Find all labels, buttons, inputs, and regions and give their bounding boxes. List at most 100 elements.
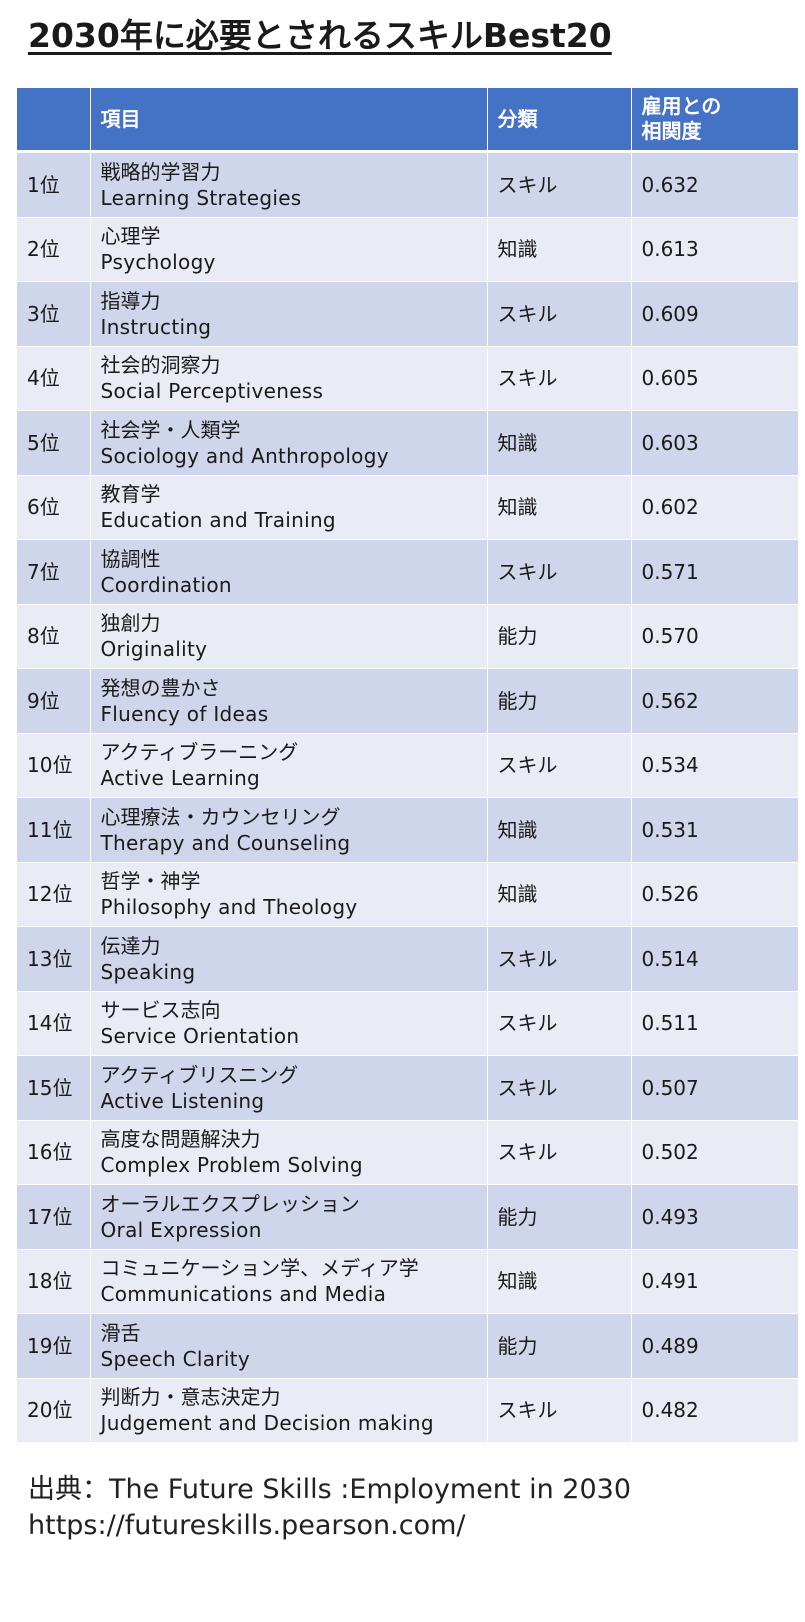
category-cell: スキル <box>487 281 632 347</box>
correlation-cell: 0.562 <box>631 668 798 734</box>
rank-cell: 19位 <box>17 1313 91 1379</box>
item-name-en: Philosophy and Theology <box>100 895 358 920</box>
correlation-cell: 0.534 <box>631 733 798 798</box>
category-cell: スキル <box>487 1378 632 1443</box>
category-cell: 知識 <box>487 217 632 282</box>
item-name-en: Communications and Media <box>100 1282 387 1307</box>
table-row: 1位 戦略的学習力 Learning Strategies スキル 0.632 <box>17 151 798 218</box>
category-cell: スキル <box>487 991 632 1056</box>
correlation-cell: 0.502 <box>631 1120 798 1185</box>
item-cell: 戦略的学習力 Learning Strategies <box>90 151 488 218</box>
rank-cell: 8位 <box>17 604 91 669</box>
correlation-cell: 0.570 <box>631 604 798 669</box>
table-row: 6位 教育学 Education and Training 知識 0.602 <box>17 475 798 540</box>
table-body: 1位 戦略的学習力 Learning Strategies スキル 0.632 2位 心理学… <box>17 151 798 1443</box>
table-row: 18位 コミュニケーション学、メディア学 Communications and Me… <box>17 1249 798 1314</box>
correlation-cell: 0.482 <box>631 1378 798 1443</box>
item-name-en: Therapy and Counseling <box>100 830 351 855</box>
rank-cell: 12位 <box>17 862 91 927</box>
item-name-ja: 指導力 <box>100 288 161 313</box>
rank-cell: 15位 <box>17 1055 91 1121</box>
rank-cell: 14位 <box>17 991 91 1056</box>
category-cell: 能力 <box>487 1184 632 1250</box>
correlation-cell: 0.603 <box>631 410 798 476</box>
item-name-ja: コミュニケーション学、メディア学 <box>100 1256 419 1281</box>
source-citation: 出典：The Future Skills :Employment in 2030… <box>28 1472 631 1544</box>
category-cell: スキル <box>487 733 632 798</box>
item-name-ja: 戦略的学習力 <box>100 159 221 184</box>
item-name-ja: 独創力 <box>100 611 161 636</box>
source-url: https://futureskills.pearson.com/ <box>28 1510 466 1541</box>
table-row: 4位 社会的洞察力 Social Perceptiveness スキル 0.605 <box>17 346 798 411</box>
item-cell: 判断力・意志決定力 Judgement and Decision making <box>90 1378 488 1443</box>
header-category: 分類 <box>487 88 632 153</box>
item-name-ja: 判断力・意志決定力 <box>100 1385 281 1410</box>
table-row: 11位 心理療法・カウンセリング Therapy and Counseling 知識 0… <box>17 797 798 863</box>
table-row: 12位 哲学・神学 Philosophy and Theology 知識 0.526 <box>17 862 798 927</box>
item-name-ja: 社会的洞察力 <box>100 353 221 378</box>
rank-cell: 1位 <box>17 151 91 218</box>
item-name-en: Complex Problem Solving <box>100 1153 363 1178</box>
correlation-cell: 0.613 <box>631 217 798 282</box>
item-cell: コミュニケーション学、メディア学 Communications and Media <box>90 1249 488 1314</box>
correlation-cell: 0.493 <box>631 1184 798 1250</box>
item-name-en: Social Perceptiveness <box>100 379 324 404</box>
item-cell: オーラルエクスプレッション Oral Expression <box>90 1184 488 1250</box>
rank-cell: 5位 <box>17 410 91 476</box>
correlation-cell: 0.602 <box>631 475 798 540</box>
category-cell: 能力 <box>487 604 632 669</box>
table-row: 14位 サービス志向 Service Orientation スキル 0.511 <box>17 991 798 1056</box>
rank-cell: 13位 <box>17 926 91 992</box>
table-row: 13位 伝達力 Speaking スキル 0.514 <box>17 926 798 992</box>
table-row: 10位 アクティブラーニング Active Learning スキル 0.534 <box>17 733 798 798</box>
item-cell: 伝達力 Speaking <box>90 926 488 992</box>
item-name-en: Psychology <box>100 250 216 275</box>
item-cell: 心理学 Psychology <box>90 217 488 282</box>
item-name-ja: 哲学・神学 <box>100 869 201 894</box>
correlation-cell: 0.489 <box>631 1313 798 1379</box>
table-row: 3位 指導力 Instructing スキル 0.609 <box>17 281 798 347</box>
category-cell: 知識 <box>487 797 632 863</box>
item-name-ja: 社会学・人類学 <box>100 417 241 442</box>
item-cell: 社会学・人類学 Sociology and Anthropology <box>90 410 488 476</box>
correlation-cell: 0.605 <box>631 346 798 411</box>
item-cell: 協調性 Coordination <box>90 539 488 605</box>
category-cell: 知識 <box>487 1249 632 1314</box>
item-name-en: Coordination <box>100 572 232 597</box>
table-row: 19位 滑舌 Speech Clarity 能力 0.489 <box>17 1313 798 1379</box>
correlation-cell: 0.526 <box>631 862 798 927</box>
item-name-en: Learning Strategies <box>100 185 302 210</box>
rank-cell: 7位 <box>17 539 91 605</box>
category-cell: スキル <box>487 926 632 992</box>
rank-cell: 3位 <box>17 281 91 347</box>
item-name-en: Judgement and Decision making <box>100 1411 434 1436</box>
table-row: 2位 心理学 Psychology 知識 0.613 <box>17 217 798 282</box>
item-name-en: Active Listening <box>100 1088 265 1113</box>
correlation-cell: 0.511 <box>631 991 798 1056</box>
rank-cell: 2位 <box>17 217 91 282</box>
table-row: 9位 発想の豊かさ Fluency of Ideas 能力 0.562 <box>17 668 798 734</box>
item-name-en: Originality <box>100 637 208 662</box>
item-name-en: Fluency of Ideas <box>100 701 269 726</box>
source-title: 出典：The Future Skills :Employment in 2030 <box>28 1474 631 1505</box>
rank-cell: 16位 <box>17 1120 91 1185</box>
correlation-cell: 0.609 <box>631 281 798 347</box>
table-row: 17位 オーラルエクスプレッション Oral Expression 能力 0.493 <box>17 1184 798 1250</box>
item-cell: 発想の豊かさ Fluency of Ideas <box>90 668 488 734</box>
header-item: 項目 <box>90 88 488 153</box>
rank-cell: 9位 <box>17 668 91 734</box>
item-name-en: Speech Clarity <box>100 1346 250 1371</box>
item-cell: 心理療法・カウンセリング Therapy and Counseling <box>90 797 488 863</box>
table-row: 20位 判断力・意志決定力 Judgement and Decision makin… <box>17 1378 798 1443</box>
table-row: 16位 高度な問題解決力 Complex Problem Solving スキル 0.5… <box>17 1120 798 1185</box>
item-name-en: Instructing <box>100 314 212 339</box>
item-name-ja: 心理学 <box>100 224 161 249</box>
item-cell: 高度な問題解決力 Complex Problem Solving <box>90 1120 488 1185</box>
item-name-en: Education and Training <box>100 508 336 533</box>
item-cell: 教育学 Education and Training <box>90 475 488 540</box>
header-correlation: 雇用との 相関度 <box>631 88 798 153</box>
item-name-en: Speaking <box>100 959 196 984</box>
item-name-ja: 発想の豊かさ <box>100 675 221 700</box>
rank-cell: 18位 <box>17 1249 91 1314</box>
item-cell: アクティブリスニング Active Listening <box>90 1055 488 1121</box>
